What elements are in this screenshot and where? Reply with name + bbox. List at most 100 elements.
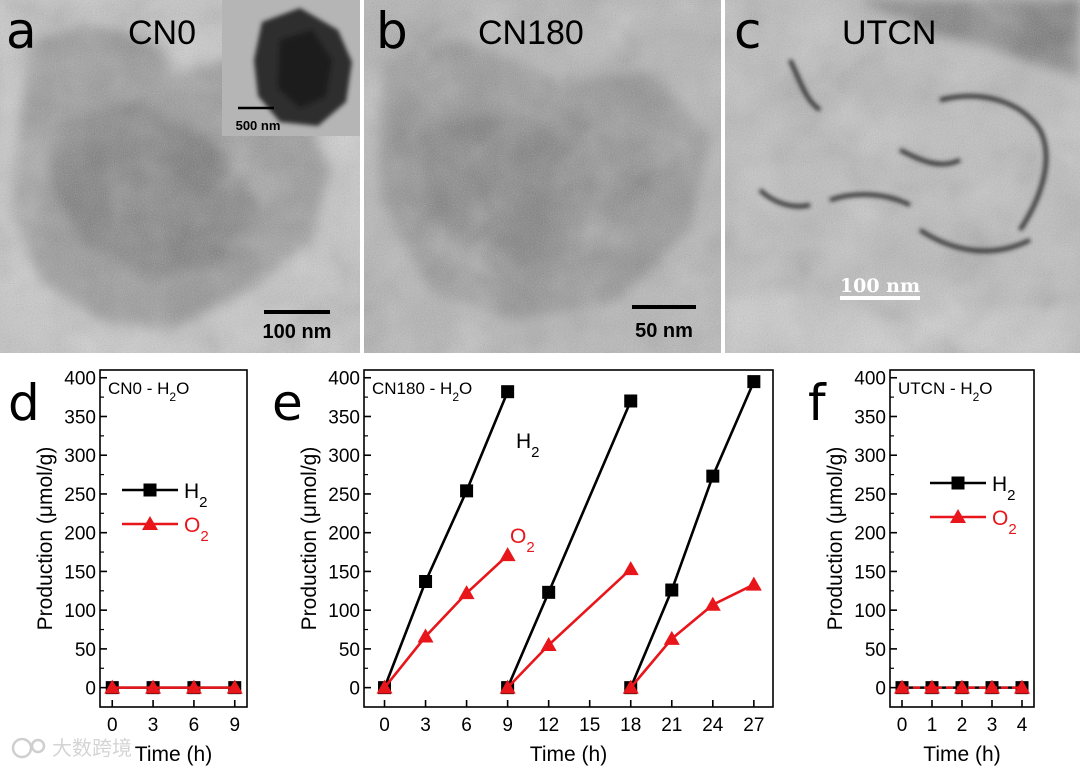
legend-label: H2 bbox=[992, 473, 1016, 504]
x-tick-label: 3 bbox=[148, 715, 159, 736]
y-tick-label: 100 bbox=[64, 601, 96, 622]
data-point bbox=[419, 574, 433, 588]
y-tick-label: 150 bbox=[64, 562, 96, 583]
x-tick-label: 2 bbox=[957, 715, 968, 736]
legend-marker bbox=[950, 509, 966, 523]
y-tick-label: 0 bbox=[875, 679, 886, 700]
y-tick-label: 50 bbox=[339, 640, 360, 661]
series-line bbox=[629, 583, 755, 689]
x-tick-label: 9 bbox=[229, 715, 240, 736]
scale-bar-c-label: 100 nm bbox=[840, 275, 920, 297]
legend-label: O2 bbox=[184, 514, 209, 545]
data-point bbox=[499, 679, 516, 694]
data-point bbox=[622, 561, 639, 576]
legend-entry: H2 bbox=[122, 480, 208, 511]
y-axis-label: Production (μmol/g) bbox=[34, 447, 57, 631]
data-point bbox=[663, 630, 680, 645]
data-point bbox=[1014, 679, 1030, 694]
plot-frame bbox=[889, 369, 1035, 708]
data-point bbox=[501, 385, 515, 399]
y-tick-label: 250 bbox=[854, 485, 886, 506]
x-tick-label: 4 bbox=[1017, 715, 1028, 736]
data-point bbox=[745, 576, 762, 591]
data-point bbox=[747, 375, 761, 389]
legend-entry: O2 bbox=[930, 507, 1017, 538]
data-point bbox=[145, 679, 162, 694]
chart-d: 0 50 100 150 200 250 300 350 400 0 3 6 9 Time (h) Prod… bbox=[8, 369, 248, 766]
y-tick-label: 100 bbox=[328, 601, 360, 622]
x-tick-label: 6 bbox=[189, 715, 200, 736]
y-tick-label: 350 bbox=[328, 407, 360, 428]
legend-label: O2 bbox=[992, 507, 1017, 538]
series-line bbox=[506, 568, 632, 689]
chart-title: UTCN - H2O bbox=[898, 379, 993, 404]
y-tick-label: 200 bbox=[328, 524, 360, 545]
data-point bbox=[706, 469, 720, 483]
y-tick-label: 350 bbox=[854, 407, 886, 428]
annotation-h2: H2 bbox=[516, 430, 540, 461]
panel-letter-e: e bbox=[272, 374, 303, 432]
y-tick-label: 250 bbox=[328, 485, 360, 506]
x-tick-label: 0 bbox=[379, 715, 390, 736]
series-o2 bbox=[894, 679, 1030, 694]
x-tick-label: 3 bbox=[420, 715, 431, 736]
watermark-text: 大数跨境 bbox=[52, 736, 132, 760]
panel-label-utcn: UTCN bbox=[842, 14, 936, 52]
data-point bbox=[226, 679, 243, 694]
y-tick-label: 100 bbox=[854, 601, 886, 622]
series-line bbox=[383, 554, 509, 689]
x-axis-label: Time (h) bbox=[135, 743, 212, 766]
x-axis-label: Time (h) bbox=[923, 743, 1000, 766]
data-point bbox=[665, 583, 679, 597]
x-tick-label: 24 bbox=[702, 715, 724, 736]
chart-title: CN180 - H2O bbox=[372, 379, 472, 404]
x-tick-label: 15 bbox=[579, 715, 600, 736]
y-tick-label: 200 bbox=[854, 524, 886, 545]
data-point bbox=[417, 628, 434, 643]
panel-label-cn180: CN180 bbox=[478, 14, 584, 52]
x-tick-label: 12 bbox=[538, 715, 559, 736]
tem-grain bbox=[364, 0, 721, 353]
y-tick-label: 0 bbox=[349, 679, 360, 700]
plot-frame bbox=[363, 369, 774, 708]
y-axis-label: Production (μmol/g) bbox=[824, 447, 847, 631]
panel-label-cn0: CN0 bbox=[128, 14, 196, 52]
data-point bbox=[185, 679, 202, 694]
y-tick-label: 150 bbox=[328, 562, 360, 583]
y-tick-label: 50 bbox=[75, 640, 96, 661]
y-tick-label: 200 bbox=[64, 524, 96, 545]
x-tick-label: 1 bbox=[927, 715, 938, 736]
y-tick-label: 300 bbox=[328, 446, 360, 467]
x-tick-label: 27 bbox=[743, 715, 764, 736]
watermark-logo-dot-icon bbox=[30, 738, 46, 754]
tem-inset: 500 nm bbox=[222, 0, 360, 136]
panel-letter-d: d bbox=[8, 374, 40, 432]
y-tick-label: 400 bbox=[854, 369, 886, 390]
legend-marker bbox=[142, 516, 158, 530]
chart-e: 0 50 100 150 200 250 300 350 400 0 3 6 9 12 15 18 21 24 27… bbox=[272, 369, 774, 766]
x-tick-label: 0 bbox=[897, 715, 908, 736]
chart-title: CN0 - H2O bbox=[108, 379, 189, 404]
x-tick-label: 21 bbox=[661, 715, 682, 736]
data-point bbox=[458, 585, 475, 600]
data-point bbox=[624, 394, 638, 408]
data-point bbox=[540, 637, 557, 652]
data-point bbox=[894, 679, 910, 694]
x-tick-label: 0 bbox=[107, 715, 118, 736]
data-point bbox=[622, 679, 639, 694]
nanosheet-edges bbox=[758, 59, 1049, 253]
inset-scale-bar-label: 500 nm bbox=[236, 118, 281, 133]
inset-particle-core bbox=[278, 30, 332, 108]
y-tick-label: 300 bbox=[854, 446, 886, 467]
y-tick-label: 250 bbox=[64, 485, 96, 506]
legend-entry: H2 bbox=[930, 473, 1016, 504]
y-tick-label: 350 bbox=[64, 407, 96, 428]
data-point bbox=[499, 547, 516, 562]
x-tick-label: 3 bbox=[987, 715, 998, 736]
tem-grain bbox=[725, 0, 1080, 353]
data-point bbox=[704, 596, 721, 611]
legend-marker bbox=[143, 483, 157, 497]
series-h2 bbox=[378, 375, 761, 695]
